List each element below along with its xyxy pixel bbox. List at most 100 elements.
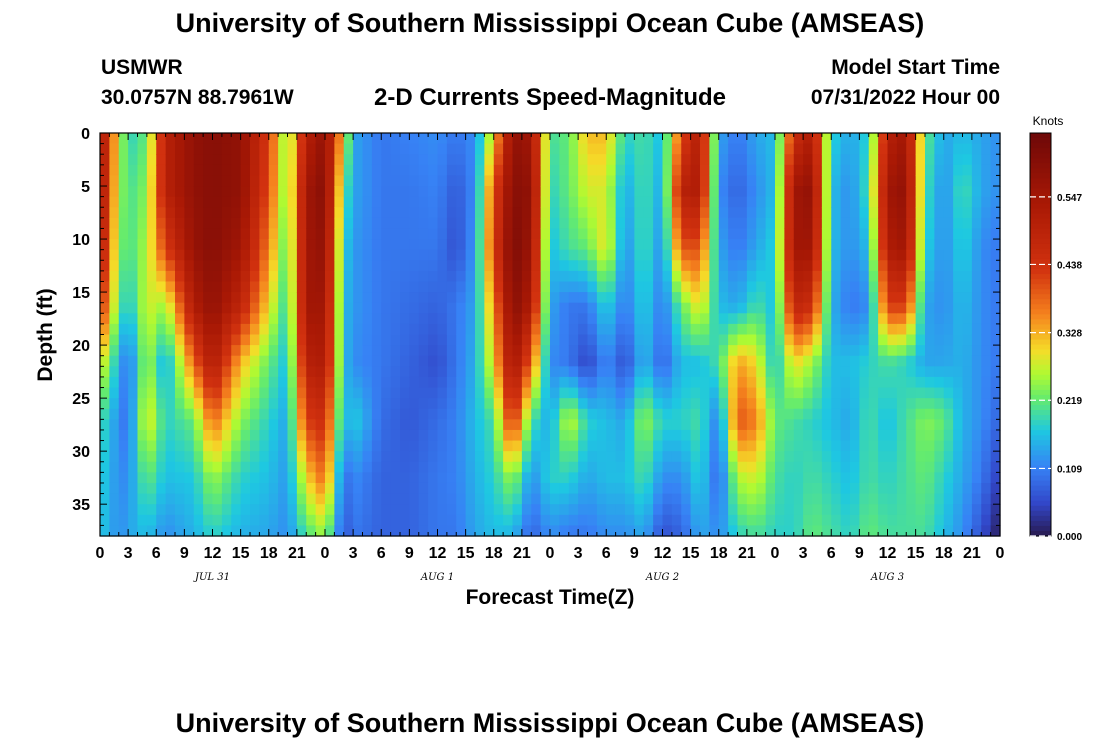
heatmap-cell	[156, 313, 167, 325]
heatmap-cell	[475, 143, 485, 155]
heatmap-cell	[559, 366, 570, 378]
heatmap-cell	[662, 334, 673, 346]
heatmap-cell	[184, 429, 195, 442]
heatmap-cell	[971, 249, 982, 261]
heatmap-cell	[503, 429, 514, 442]
heatmap-cell	[925, 196, 935, 208]
heatmap-cell	[906, 419, 917, 431]
heatmap-cell	[156, 249, 167, 261]
heatmap-cell	[700, 133, 710, 145]
heatmap-cell	[934, 514, 945, 526]
heatmap-cell	[250, 514, 260, 526]
heatmap-cell	[653, 249, 664, 261]
heatmap-cell	[203, 514, 214, 526]
heatmap-cell	[343, 376, 354, 389]
heatmap-cell	[184, 408, 195, 420]
heatmap-cell	[390, 514, 401, 526]
heatmap-cell	[709, 239, 720, 251]
heatmap-cell	[259, 461, 270, 473]
heatmap-cell	[775, 154, 785, 166]
heatmap-cell	[484, 334, 495, 346]
heatmap-cell	[437, 217, 448, 230]
heatmap-cell	[925, 323, 935, 336]
heatmap-cell	[784, 143, 795, 155]
heatmap-cell	[137, 398, 148, 410]
heatmap-cell	[428, 302, 439, 314]
heatmap-cell	[578, 239, 589, 251]
heatmap-cell	[231, 376, 242, 389]
heatmap-cell	[203, 398, 214, 410]
heatmap-cell	[709, 207, 720, 219]
heatmap-cell	[653, 302, 664, 314]
heatmap-cell	[587, 270, 598, 283]
heatmap-cell	[662, 239, 673, 251]
heatmap-cell	[934, 398, 945, 410]
heatmap-cell	[831, 504, 842, 516]
heatmap-cell	[578, 249, 589, 261]
heatmap-cell	[128, 239, 139, 251]
heatmap-cell	[437, 451, 448, 463]
heatmap-cell	[362, 164, 373, 177]
heatmap-cell	[756, 429, 767, 442]
heatmap-cell	[343, 270, 354, 283]
heatmap-cell	[475, 175, 485, 187]
heatmap-cell	[296, 186, 307, 198]
heatmap-cell	[240, 376, 251, 389]
heatmap-cell	[559, 429, 570, 442]
heatmap-cell	[821, 292, 832, 304]
heatmap-cell	[259, 355, 270, 367]
heatmap-cell	[775, 514, 785, 526]
x-tick-label: 12	[654, 545, 672, 562]
heatmap-cell	[718, 504, 729, 516]
heatmap-cell	[212, 186, 223, 198]
heatmap-cell	[943, 323, 954, 336]
heatmap-cell	[756, 323, 767, 336]
colorbar-segment	[1030, 440, 1051, 446]
heatmap-cell	[240, 143, 251, 155]
heatmap-cell	[990, 186, 1001, 198]
heatmap-cell	[240, 196, 251, 208]
heatmap-cell	[737, 239, 748, 251]
heatmap-cell	[850, 429, 860, 442]
heatmap-cell	[728, 154, 739, 166]
heatmap-cell	[456, 408, 467, 420]
heatmap-cell	[531, 196, 542, 208]
heatmap-cell	[887, 292, 898, 304]
heatmap-cell	[662, 133, 673, 145]
heatmap-cell	[868, 355, 879, 367]
heatmap-cell	[118, 133, 129, 145]
heatmap-cell	[428, 408, 439, 420]
heatmap-cell	[250, 164, 260, 177]
heatmap-cell	[400, 408, 410, 420]
heatmap-cell	[765, 419, 776, 431]
heatmap-cell	[278, 387, 289, 399]
heatmap-cell	[718, 376, 729, 389]
heatmap-cell	[484, 196, 495, 208]
colorbar-segment	[1030, 294, 1051, 300]
heatmap-cell	[709, 217, 720, 230]
heatmap-cell	[578, 419, 589, 431]
heatmap-cell	[250, 154, 260, 166]
heatmap-cell	[212, 472, 223, 484]
heatmap-cell	[325, 504, 335, 516]
colorbar-segment	[1030, 183, 1051, 190]
heatmap-cell	[709, 164, 720, 177]
heatmap-cell	[962, 472, 973, 484]
heatmap-cell	[390, 355, 401, 367]
heatmap-cell	[878, 408, 889, 420]
heatmap-cell	[362, 514, 373, 526]
heatmap-cell	[887, 440, 898, 452]
heatmap-cell	[896, 525, 907, 537]
heatmap-cell	[803, 366, 814, 378]
heatmap-cell	[203, 387, 214, 399]
heatmap-cell	[109, 376, 120, 389]
heatmap-cell	[540, 345, 551, 357]
heatmap-cell	[690, 366, 701, 378]
heatmap-cell	[962, 493, 973, 505]
heatmap-cell	[953, 525, 964, 537]
heatmap-cell	[653, 313, 664, 325]
heatmap-cell	[109, 281, 120, 293]
heatmap-cell	[203, 302, 214, 314]
heatmap-cell	[512, 461, 523, 473]
